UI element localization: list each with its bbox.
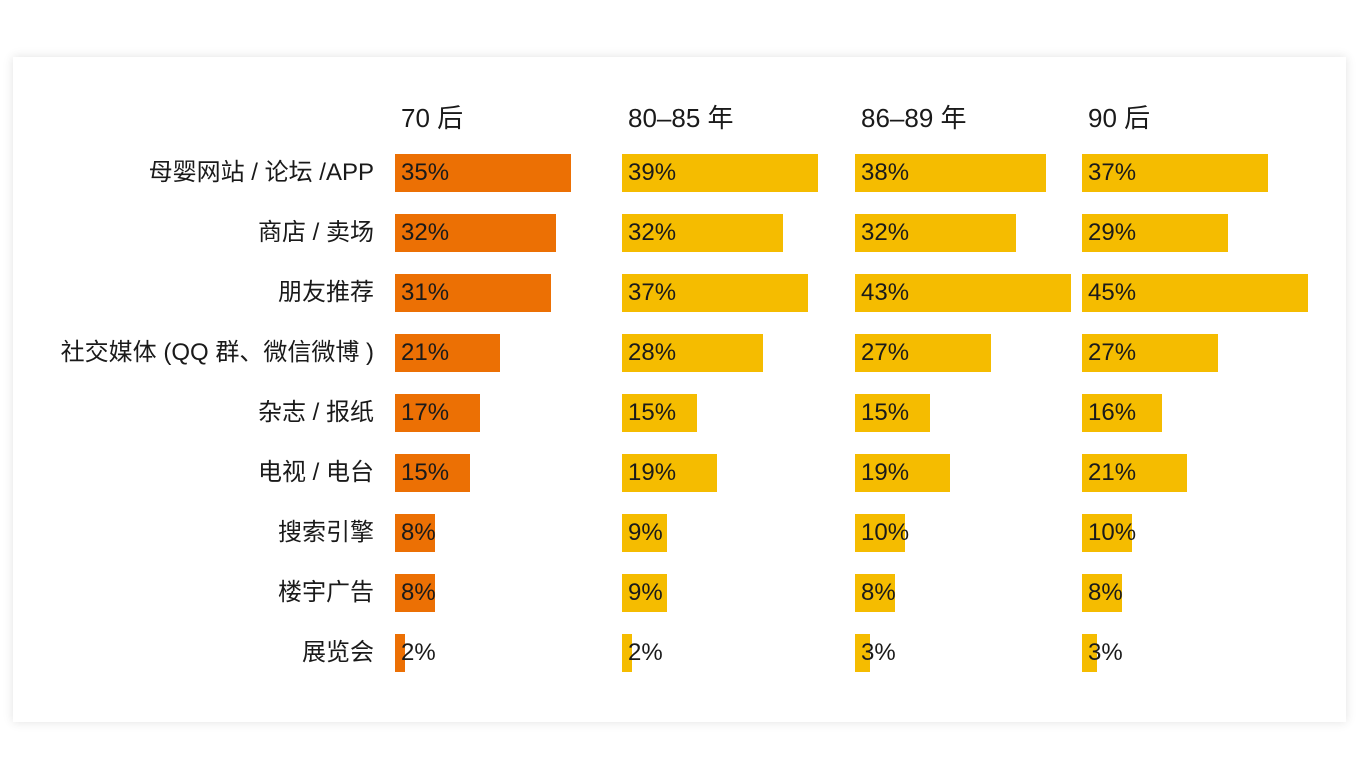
- series-header: 86–89 年: [861, 103, 967, 133]
- data-label: 8%: [401, 519, 436, 546]
- bar: [1082, 274, 1308, 312]
- category-label: 朋友推荐: [278, 279, 374, 306]
- data-label: 37%: [628, 279, 677, 306]
- category-label: 杂志 / 报纸: [257, 399, 374, 426]
- bar: [855, 274, 1071, 312]
- data-label: 2%: [628, 639, 663, 666]
- bar: [622, 394, 698, 432]
- bar: [1082, 634, 1098, 672]
- data-label: 27%: [1088, 339, 1137, 366]
- data-label: 9%: [628, 579, 663, 606]
- data-label: 27%: [861, 339, 910, 366]
- bar: [622, 154, 818, 192]
- category-label: 母婴网站 / 论坛 /APP: [148, 159, 374, 186]
- bar: [395, 154, 571, 192]
- bar: [395, 334, 501, 372]
- bar: [1082, 334, 1218, 372]
- data-label: 8%: [1088, 579, 1123, 606]
- bar: [855, 214, 1016, 252]
- bar: [395, 454, 471, 492]
- bar: [395, 394, 481, 432]
- bar: [1082, 574, 1123, 612]
- bar: [1082, 514, 1133, 552]
- data-label: 3%: [861, 639, 896, 666]
- bar: [855, 154, 1046, 192]
- bar: [855, 334, 991, 372]
- bar: [855, 394, 931, 432]
- bar: [395, 634, 406, 672]
- data-label: 15%: [861, 399, 910, 426]
- bar: [622, 514, 668, 552]
- series-header: 70 后: [401, 103, 464, 133]
- data-label: 15%: [401, 459, 450, 486]
- data-label: 16%: [1088, 399, 1137, 426]
- data-label: 2%: [401, 639, 436, 666]
- data-label: 15%: [628, 399, 677, 426]
- data-label: 3%: [1088, 639, 1123, 666]
- category-label: 展览会: [302, 639, 374, 666]
- data-label: 19%: [628, 459, 677, 486]
- category-label: 电视 / 电台: [257, 459, 374, 486]
- series-header: 80–85 年: [628, 103, 734, 133]
- bar: [622, 634, 633, 672]
- data-label: 32%: [401, 219, 450, 246]
- bar: [622, 454, 718, 492]
- data-label: 45%: [1088, 279, 1137, 306]
- bar: [855, 514, 906, 552]
- category-label: 搜索引擎: [278, 519, 374, 546]
- bar: [855, 574, 896, 612]
- bar: [1082, 454, 1188, 492]
- bar: [622, 274, 808, 312]
- data-label: 8%: [401, 579, 436, 606]
- data-label: 32%: [861, 219, 910, 246]
- data-label: 43%: [861, 279, 910, 306]
- data-label: 17%: [401, 399, 450, 426]
- bar: [395, 514, 436, 552]
- data-label: 39%: [628, 159, 677, 186]
- data-label: 37%: [1088, 159, 1137, 186]
- data-label: 28%: [628, 339, 677, 366]
- data-label: 29%: [1088, 219, 1137, 246]
- data-label: 9%: [628, 519, 663, 546]
- bar: [395, 574, 436, 612]
- data-label: 35%: [401, 159, 450, 186]
- bar: [622, 574, 668, 612]
- data-label: 38%: [861, 159, 910, 186]
- bar: [395, 274, 551, 312]
- category-label: 商店 / 卖场: [257, 219, 374, 246]
- category-label: 楼宇广告: [278, 579, 374, 606]
- data-label: 32%: [628, 219, 677, 246]
- bar: [1082, 394, 1163, 432]
- data-label: 21%: [1088, 459, 1137, 486]
- bar: [622, 334, 763, 372]
- series-header: 90 后: [1088, 103, 1151, 133]
- bar: [1082, 154, 1268, 192]
- bar: [1082, 214, 1228, 252]
- bar: [855, 454, 951, 492]
- data-label: 10%: [1088, 519, 1137, 546]
- bar: [622, 214, 783, 252]
- data-label: 10%: [861, 519, 910, 546]
- data-label: 19%: [861, 459, 910, 486]
- data-label: 21%: [401, 339, 450, 366]
- data-label: 31%: [401, 279, 450, 306]
- category-label: 社交媒体 (QQ 群、微信微博 ): [60, 339, 374, 366]
- data-label: 8%: [861, 579, 896, 606]
- bar: [395, 214, 556, 252]
- bar: [855, 634, 871, 672]
